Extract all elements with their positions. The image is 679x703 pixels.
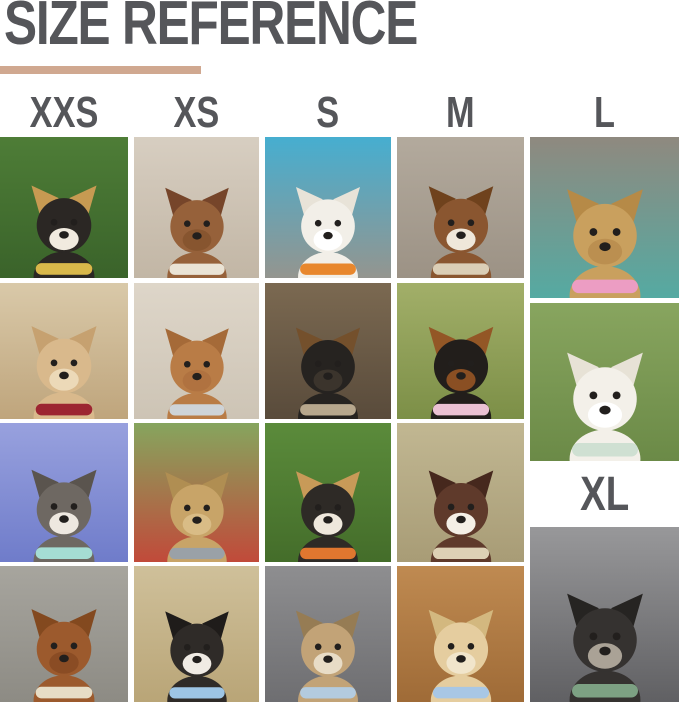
- dog-photo-xs-1: [134, 137, 259, 278]
- dog-illustration: [164, 471, 229, 562]
- dog-illustration: [31, 185, 97, 278]
- dog-illustration: [31, 609, 97, 702]
- dog-photo-xl-1: [530, 527, 679, 702]
- dog-illustration: [31, 469, 97, 562]
- dog-photo-s-1: [265, 137, 391, 278]
- size-header-m-label: M: [446, 88, 475, 137]
- title-underline: [0, 66, 201, 74]
- size-header-m: M: [397, 88, 524, 137]
- dog-photo-xxs-2: [0, 283, 128, 419]
- dog-photo-s-3: [265, 423, 391, 562]
- dog-photo-l-2: [530, 303, 679, 461]
- dog-illustration: [164, 187, 229, 278]
- size-header-xl-label: XL: [579, 467, 630, 521]
- dog-illustration: [428, 327, 493, 419]
- dog-illustration: [428, 186, 493, 278]
- dog-illustration: [566, 189, 643, 298]
- dog-photo-s-4: [265, 566, 391, 702]
- dog-illustration: [295, 470, 361, 562]
- dog-illustration: [295, 327, 361, 419]
- dog-photo-s-2: [265, 283, 391, 419]
- dog-photo-xxs-4: [0, 566, 128, 702]
- dog-illustration: [428, 610, 493, 702]
- page-title: SIZE REFERENCE: [4, 0, 418, 58]
- size-header-s: S: [265, 88, 391, 137]
- dog-photo-m-1: [397, 137, 524, 278]
- size-header-xl: XL: [530, 461, 679, 527]
- dog-photo-xs-2: [134, 283, 259, 419]
- dog-illustration: [428, 470, 493, 562]
- dog-illustration: [295, 610, 361, 702]
- dog-photo-xs-4: [134, 566, 259, 702]
- dog-photo-l-1: [530, 137, 679, 298]
- dog-photo-xxs-3: [0, 423, 128, 562]
- dog-illustration: [164, 328, 229, 419]
- dog-illustration: [31, 326, 97, 419]
- size-header-xxs: XXS: [0, 88, 128, 137]
- size-header-l: L: [530, 88, 679, 137]
- size-header-s-label: S: [316, 88, 340, 137]
- dog-photo-m-3: [397, 423, 524, 562]
- size-header-l-label: L: [594, 88, 615, 137]
- dog-illustration: [295, 186, 361, 278]
- size-header-xxs-label: XXS: [29, 88, 99, 137]
- dog-photo-xxs-1: [0, 137, 128, 278]
- size-header-xs: XS: [134, 88, 259, 137]
- dog-illustration: [566, 593, 643, 702]
- size-header-xs-label: XS: [173, 88, 220, 137]
- dog-photo-xs-3: [134, 423, 259, 562]
- dog-illustration: [164, 611, 229, 702]
- dog-photo-m-4: [397, 566, 524, 702]
- dog-illustration: [566, 352, 643, 461]
- dog-photo-m-2: [397, 283, 524, 419]
